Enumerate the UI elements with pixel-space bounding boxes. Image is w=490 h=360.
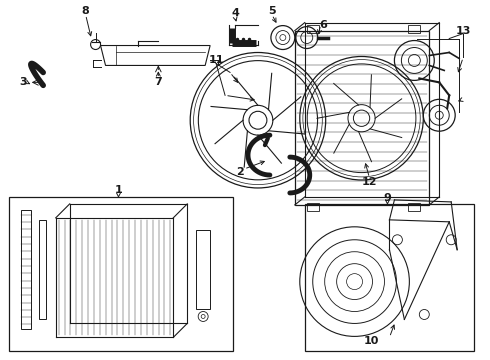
Text: 3: 3 [19, 77, 26, 87]
Bar [305, 204, 474, 351]
Text: 4: 4 [231, 8, 239, 18]
Text: 5: 5 [268, 6, 276, 15]
Bar [196, 230, 210, 310]
Text: 10: 10 [364, 336, 379, 346]
Bar [39, 220, 46, 319]
Text: 13: 13 [456, 26, 471, 36]
Bar [295, 31, 429, 205]
Text: 7: 7 [154, 77, 162, 87]
Bar [408, 24, 420, 32]
Bar [21, 210, 31, 329]
Text: 9: 9 [384, 193, 392, 203]
Text: 12: 12 [362, 177, 377, 187]
Text: 1: 1 [115, 185, 122, 195]
Text: 11: 11 [208, 55, 224, 66]
Bar [307, 24, 318, 32]
Text: 8: 8 [82, 6, 90, 15]
Bar [307, 203, 318, 211]
Text: 2: 2 [236, 167, 244, 177]
Bar [9, 197, 233, 351]
Bar [408, 203, 420, 211]
Text: 6: 6 [319, 19, 327, 30]
